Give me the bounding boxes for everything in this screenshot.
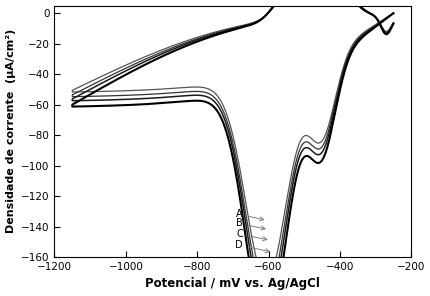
Text: C: C — [236, 229, 266, 241]
Text: B: B — [236, 218, 264, 230]
Y-axis label: Densidade de corrente  (μA/cm²): Densidade de corrente (μA/cm²) — [6, 29, 15, 234]
Text: D: D — [235, 240, 269, 253]
X-axis label: Potencial / mV vs. Ag/AgCl: Potencial / mV vs. Ag/AgCl — [145, 277, 319, 290]
Text: A: A — [236, 209, 263, 221]
